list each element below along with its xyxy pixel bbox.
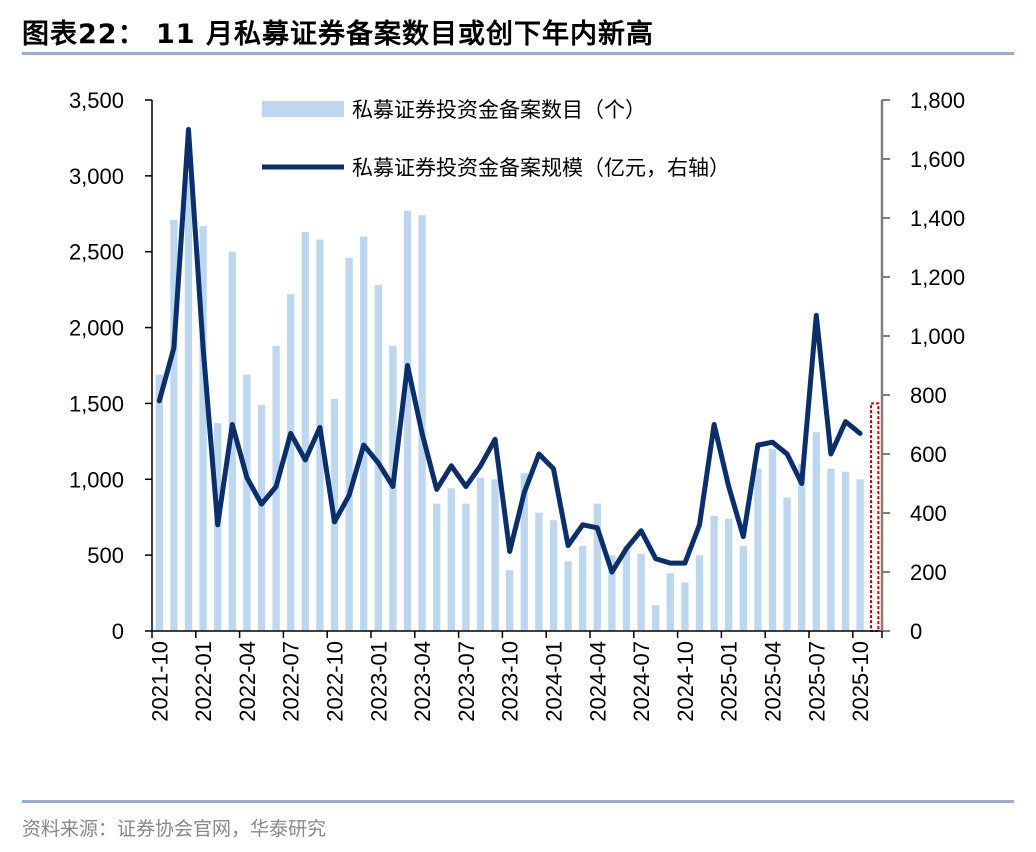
right-tick-label: 0 — [910, 619, 922, 644]
left-tick-label: 3,500 — [69, 88, 124, 113]
bar — [287, 294, 295, 631]
left-tick-label: 2,000 — [69, 316, 124, 341]
x-tick-label: 2025-10 — [848, 641, 873, 722]
bar — [301, 231, 309, 631]
bar — [257, 404, 266, 631]
left-tick-label: 500 — [87, 543, 124, 568]
legend-bar-swatch — [262, 101, 344, 117]
bar-highlight — [870, 402, 880, 632]
bar — [476, 477, 485, 631]
x-tick-label: 2024-07 — [629, 641, 654, 722]
left-tick-label: 2,500 — [69, 240, 124, 265]
title-rule — [22, 52, 1014, 55]
bar — [155, 374, 163, 631]
x-tick-label: 2022-10 — [323, 641, 348, 722]
bar — [579, 546, 587, 631]
bar — [608, 555, 616, 631]
bar — [374, 285, 382, 631]
x-tick-label: 2024-04 — [585, 641, 610, 722]
x-tick-label: 2025-01 — [717, 641, 742, 722]
chart: 0 500 1,000 1,500 2,000 2,500 3,000 3,500 0 200 40… — [69, 88, 965, 722]
figure-title: 图表22： 11 月私募证券备案数目或创下年内新高 — [22, 19, 654, 50]
bar — [681, 582, 689, 631]
bar — [447, 488, 455, 631]
x-tick-label: 2024-01 — [542, 641, 567, 722]
legend-bar-label: 私募证券投资金备案数目（个） — [352, 98, 646, 122]
bar — [622, 546, 631, 631]
bar — [360, 236, 368, 632]
bar — [535, 512, 543, 631]
x-tick-label: 2022-07 — [279, 641, 304, 722]
bar — [243, 374, 251, 631]
right-tick-label: 1,800 — [910, 88, 965, 113]
x-tick-label: 2024-10 — [673, 641, 698, 722]
bar — [739, 546, 747, 631]
legend-line-label: 私募证券投资金备案规模（亿元，右轴） — [352, 156, 730, 180]
bar — [666, 573, 674, 631]
bar — [710, 515, 718, 631]
bar — [812, 432, 820, 631]
right-tick-label: 200 — [910, 560, 947, 585]
source-note: 资料来源：证券协会官网，华泰研究 — [22, 818, 327, 840]
x-tick-label: 2023-01 — [366, 641, 391, 722]
bar — [798, 464, 806, 631]
x-tick-label: 2023-10 — [498, 641, 523, 722]
source-rule — [22, 800, 1014, 803]
x-tick-label: 2022-01 — [191, 641, 216, 722]
right-tick-label: 400 — [910, 501, 947, 526]
left-tick-label: 3,000 — [69, 164, 124, 189]
bar — [593, 503, 601, 631]
x-tick-label: 2025-04 — [761, 641, 786, 722]
bar — [768, 448, 777, 631]
bar — [199, 225, 207, 631]
bar — [652, 605, 660, 631]
x-tick-label: 2023-04 — [410, 641, 435, 722]
left-tick-label: 1,500 — [69, 391, 124, 416]
right-tick-label: 1,400 — [910, 206, 965, 231]
bar — [827, 468, 835, 631]
bar-series — [155, 175, 880, 632]
x-tick-label: 2025-07 — [804, 641, 829, 722]
bar — [637, 553, 645, 631]
right-tick-label: 1,200 — [910, 265, 965, 290]
right-tick-label: 800 — [910, 383, 947, 408]
x-tick-label: 2021-10 — [147, 641, 172, 722]
bar — [184, 175, 193, 631]
bar — [856, 479, 864, 631]
bar — [462, 503, 470, 631]
bar — [841, 471, 850, 631]
bar — [345, 257, 353, 631]
right-tick-label: 1,000 — [910, 324, 965, 349]
bar — [491, 479, 499, 631]
left-tick-label: 1,000 — [69, 467, 124, 492]
bar — [433, 503, 441, 631]
x-tick-label: 2022-04 — [235, 641, 260, 722]
bar — [403, 210, 412, 631]
bar — [754, 468, 762, 631]
bar — [506, 570, 514, 631]
axes: 0 500 1,000 1,500 2,000 2,500 3,000 3,500 0 200 40… — [69, 88, 965, 722]
bar — [520, 473, 528, 631]
line-series-layer — [156, 127, 863, 575]
bar — [564, 561, 572, 631]
bar — [170, 219, 178, 631]
bar — [549, 520, 558, 631]
right-tick-label: 1,600 — [910, 147, 965, 172]
bar — [783, 497, 791, 631]
left-tick-label: 0 — [112, 619, 124, 644]
legend: 私募证券投资金备案数目（个） 私募证券投资金备案规模（亿元，右轴） — [262, 98, 730, 180]
bar — [695, 555, 704, 631]
x-tick-label: 2023-07 — [454, 641, 479, 722]
bar — [725, 518, 733, 631]
right-tick-label: 600 — [910, 442, 947, 467]
